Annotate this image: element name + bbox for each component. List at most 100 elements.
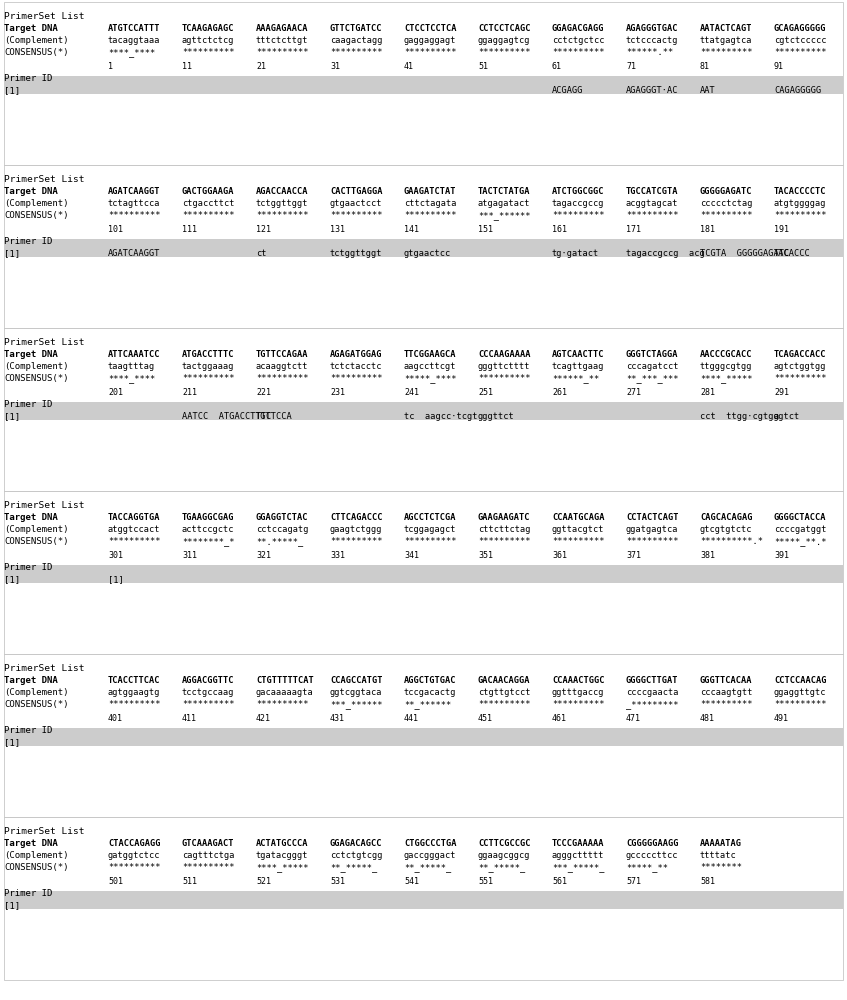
Text: (Complement): (Complement) [4,36,69,45]
Text: TCACCTTCAC: TCACCTTCAC [108,676,160,685]
Text: *****_**: *****_** [626,863,668,872]
Text: tagaccgccg  acg: tagaccgccg acg [626,249,705,258]
Text: 581: 581 [700,877,715,886]
Text: TACACCCCTC: TACACCCCTC [774,187,827,196]
Text: **********: ********** [552,700,605,709]
Text: GAAGAAGATC: GAAGAAGATC [478,513,530,522]
Text: TCCCGAAAAA: TCCCGAAAAA [552,839,605,848]
Text: **_*****_: **_*****_ [478,863,525,872]
Text: **********: ********** [182,211,235,220]
Text: atgagatact: atgagatact [478,199,530,208]
Text: TTCGGAAGCA: TTCGGAAGCA [404,350,457,359]
Text: CONSENSUS(*): CONSENSUS(*) [4,700,69,709]
Text: GGAGACGAGG: GGAGACGAGG [552,24,605,33]
Text: TGAAGGCGAG: TGAAGGCGAG [182,513,235,522]
Text: 441: 441 [404,714,419,723]
Bar [4,654,843,817]
Text: acaaggtctt: acaaggtctt [256,362,308,371]
Text: AGACCAACCA: AGACCAACCA [256,187,308,196]
Text: **_*****_: **_*****_ [404,863,451,872]
Text: cgtctccccc: cgtctccccc [774,36,827,45]
Text: (Complement): (Complement) [4,688,69,697]
Text: Target DNA: Target DNA [4,676,58,685]
Text: AATCC  ATGACCTTTC: AATCC ATGACCTTTC [182,412,271,421]
Text: 161: 161 [552,225,567,234]
Text: 451: 451 [478,714,493,723]
Text: gtgaactcc: gtgaactcc [404,249,451,258]
Text: CTTCAGACCC: CTTCAGACCC [330,513,383,522]
Text: Target DNA: Target DNA [4,513,58,522]
Text: ******.**: ******.** [626,48,673,57]
Text: **********: ********** [182,48,235,57]
Bar [4,328,843,491]
Text: cagtttctga: cagtttctga [182,851,235,860]
Text: 341: 341 [404,551,419,560]
Text: acttccgctc: acttccgctc [182,525,235,534]
Text: **********: ********** [108,863,160,872]
Bar [4,491,843,654]
Text: [1]: [1] [4,738,20,747]
Text: CCTTCGCCGC: CCTTCGCCGC [478,839,530,848]
Text: 331: 331 [330,551,345,560]
Text: **********: ********** [182,863,235,872]
Text: 531: 531 [330,877,345,886]
Text: CCAGCCATGT: CCAGCCATGT [330,676,383,685]
Text: tctggttggt: tctggttggt [330,249,383,258]
Text: GGAGGTCTAC: GGAGGTCTAC [256,513,308,522]
Text: tctcccactg: tctcccactg [626,36,678,45]
Text: 541: 541 [404,877,419,886]
Text: GGGGCTACCA: GGGGCTACCA [774,513,827,522]
Text: tccgacactg: tccgacactg [404,688,457,697]
Text: Target DNA: Target DNA [4,24,58,33]
Text: GACTGGAAGA: GACTGGAAGA [182,187,235,196]
Text: TACTCTATGA: TACTCTATGA [478,187,530,196]
Text: **********: ********** [404,48,457,57]
Text: CTACCAGAGG: CTACCAGAGG [108,839,160,848]
Text: GGAGACAGCC: GGAGACAGCC [330,839,383,848]
Text: 41: 41 [404,62,414,71]
Text: [1]: [1] [4,901,20,910]
Text: aagccttcgt: aagccttcgt [404,362,457,371]
Text: 261: 261 [552,388,567,397]
Text: ggaggagtcg: ggaggagtcg [478,36,530,45]
Text: CTCCTCCTCA: CTCCTCCTCA [404,24,457,33]
Text: [1]: [1] [4,249,20,258]
Text: gatggtctcc: gatggtctcc [108,851,160,860]
Text: Primer ID: Primer ID [4,563,53,572]
Text: ********_*: ********_* [182,537,235,546]
Text: **.*****_: **.*****_ [256,537,303,546]
Bar [4,76,843,94]
Text: ***_*****_: ***_*****_ [552,863,605,872]
Text: **********: ********** [330,537,383,546]
Text: 551: 551 [478,877,493,886]
Text: CONSENSUS(*): CONSENSUS(*) [4,211,69,220]
Text: gcccccttcc: gcccccttcc [626,851,678,860]
Text: ggatgagtca: ggatgagtca [626,525,678,534]
Text: (Complement): (Complement) [4,525,69,534]
Text: 461: 461 [552,714,567,723]
Text: AATACTCAGT: AATACTCAGT [700,24,752,33]
Text: gaagtctggg: gaagtctggg [330,525,383,534]
Text: CCCAAGAAAA: CCCAAGAAAA [478,350,530,359]
Text: 311: 311 [182,551,197,560]
Text: 151: 151 [478,225,493,234]
Text: AGATCAAGGT: AGATCAAGGT [108,249,160,258]
Text: 181: 181 [700,225,715,234]
Text: 101: 101 [108,225,123,234]
Text: **********: ********** [552,537,605,546]
Text: 21: 21 [256,62,266,71]
Text: TGTTCCAGAA: TGTTCCAGAA [256,350,308,359]
Text: ATTCAAATCC: ATTCAAATCC [108,350,160,359]
Text: CONSENSUS(*): CONSENSUS(*) [4,48,69,57]
Text: ttttatc: ttttatc [700,851,737,860]
Text: CTGGCCCTGA: CTGGCCCTGA [404,839,457,848]
Text: ****_****: ****_**** [108,48,155,57]
Text: AAAGAGAACA: AAAGAGAACA [256,24,308,33]
Text: Primer ID: Primer ID [4,74,53,83]
Text: TCAAGAGAGC: TCAAGAGAGC [182,24,235,33]
Text: agtct: agtct [774,412,800,421]
Text: acggtagcat: acggtagcat [626,199,678,208]
Text: Primer ID: Primer ID [4,400,53,409]
Text: GTCAAAGACT: GTCAAAGACT [182,839,235,848]
Text: gggttctttt: gggttctttt [478,362,530,371]
